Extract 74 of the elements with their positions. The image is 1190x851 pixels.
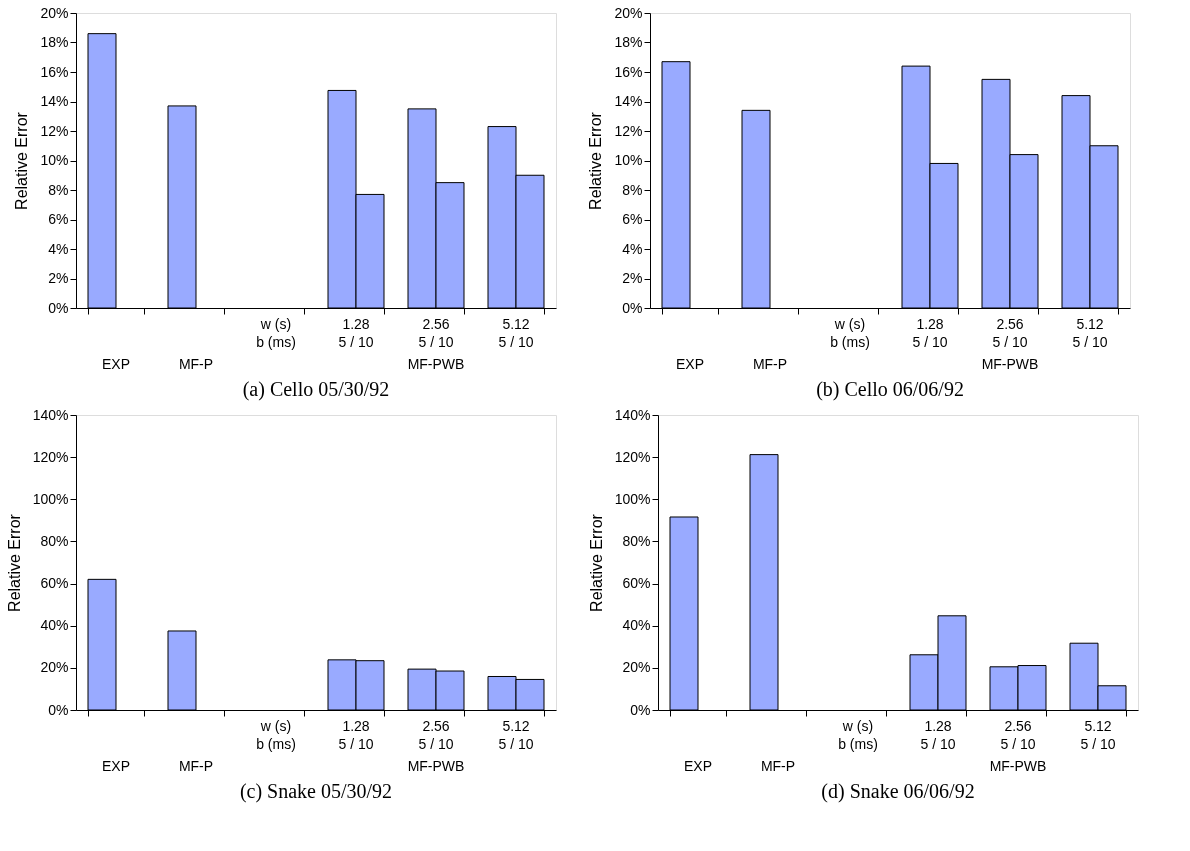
x-tick-label: w (s) b (ms) bbox=[256, 316, 296, 350]
y-tick-label: 8% bbox=[622, 181, 643, 198]
y-tick-label: 120% bbox=[614, 448, 651, 465]
y-tick-label: 2% bbox=[48, 270, 69, 286]
x-tick-label: 5.12 5 / 10 bbox=[1072, 316, 1108, 350]
y-axis-title: Relative Error bbox=[13, 111, 31, 210]
x-tick-label: 2.56 5 / 10 bbox=[992, 316, 1028, 350]
text: EXP bbox=[101, 758, 131, 774]
y-tick-label: 140% bbox=[32, 406, 69, 423]
y-tick-label: 18% bbox=[40, 34, 69, 50]
text: EXP bbox=[101, 356, 131, 372]
y-tick-label: 12% bbox=[40, 122, 69, 139]
y-tick-label: 0% bbox=[48, 299, 69, 316]
y-tick-label: 4% bbox=[622, 240, 643, 257]
x-tick-label: 2.56 5 / 10 bbox=[1000, 718, 1036, 752]
y-tick-label: 6% bbox=[48, 211, 69, 227]
x-tick-label: 1.28 5 / 10 bbox=[912, 316, 948, 350]
y-tick-label: 0% bbox=[622, 299, 643, 316]
text: MF-P bbox=[178, 356, 214, 372]
x-tick-label: 2.56 5 / 10 bbox=[418, 718, 454, 752]
text: (a) Cello 05/30/92 bbox=[242, 378, 390, 401]
y-tick-label: 80% bbox=[622, 532, 651, 549]
y-tick-label: 60% bbox=[40, 575, 69, 592]
x-tick-label: 5.12 5 / 10 bbox=[498, 718, 534, 752]
y-tick-label: 14% bbox=[40, 93, 69, 109]
y-axis-title: Relative Error bbox=[587, 513, 605, 612]
y-tick-label: 12% bbox=[614, 122, 643, 139]
text: MF-P bbox=[760, 758, 796, 774]
y-tick-label: 20% bbox=[622, 659, 651, 676]
y-tick-label: 20% bbox=[614, 4, 643, 21]
x-tick-label: w (s) b (ms) bbox=[830, 316, 870, 350]
text: MF-PWB bbox=[989, 758, 1047, 774]
x-tick-label: 2.56 5 / 10 bbox=[418, 316, 454, 350]
y-tick-label: 18% bbox=[614, 34, 643, 50]
y-tick-label: 140% bbox=[614, 406, 651, 423]
text: (c) Snake 05/30/92 bbox=[239, 780, 393, 803]
y-tick-label: 6% bbox=[622, 211, 643, 227]
y-axis-title: Relative Error bbox=[5, 513, 23, 612]
x-tick-label: 1.28 5 / 10 bbox=[338, 316, 374, 350]
y-tick-label: 60% bbox=[622, 575, 651, 592]
x-tick-label: w (s) b (ms) bbox=[838, 718, 878, 752]
y-tick-label: 80% bbox=[40, 532, 69, 549]
y-tick-label: 100% bbox=[32, 490, 69, 507]
y-tick-label: 10% bbox=[614, 152, 643, 168]
text: MF-P bbox=[752, 356, 788, 372]
y-tick-label: 14% bbox=[614, 93, 643, 109]
text: MF-P bbox=[178, 758, 214, 774]
y-tick-label: 0% bbox=[630, 701, 651, 718]
x-tick-label: 1.28 5 / 10 bbox=[338, 718, 374, 752]
y-tick-label: 100% bbox=[614, 490, 651, 507]
y-tick-label: 16% bbox=[40, 63, 69, 80]
y-tick-label: 40% bbox=[40, 617, 69, 634]
text: EXP bbox=[683, 758, 713, 774]
y-tick-label: 0% bbox=[48, 701, 69, 718]
y-tick-label: 8% bbox=[48, 181, 69, 198]
x-tick-label: 5.12 5 / 10 bbox=[1080, 718, 1116, 752]
text: MF-PWB bbox=[407, 758, 465, 774]
text: (b) Cello 06/06/92 bbox=[816, 378, 964, 401]
y-tick-label: 120% bbox=[32, 448, 69, 465]
text: MF-PWB bbox=[407, 356, 465, 372]
text: MF-PWB bbox=[981, 356, 1039, 372]
y-tick-label: 20% bbox=[40, 4, 69, 21]
y-axis-title: Relative Error bbox=[587, 111, 605, 210]
y-tick-label: 10% bbox=[40, 152, 69, 168]
y-tick-label: 20% bbox=[40, 659, 69, 676]
y-tick-label: 16% bbox=[614, 63, 643, 80]
y-tick-label: 40% bbox=[622, 617, 651, 634]
x-tick-label: 5.12 5 / 10 bbox=[498, 316, 534, 350]
x-tick-label: w (s) b (ms) bbox=[256, 718, 296, 752]
y-tick-label: 4% bbox=[48, 240, 69, 257]
x-tick-label: 1.28 5 / 10 bbox=[920, 718, 956, 752]
text: EXP bbox=[675, 356, 705, 372]
y-tick-label: 2% bbox=[622, 270, 643, 286]
text: (d) Snake 06/06/92 bbox=[821, 780, 975, 803]
